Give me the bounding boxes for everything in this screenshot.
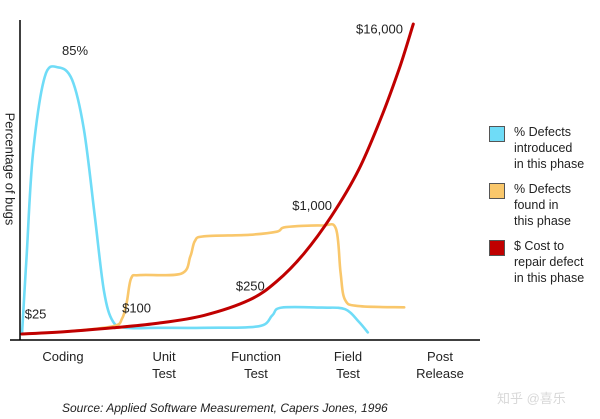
annotation-label: $250	[236, 279, 265, 294]
legend-item-found: % Defects found in this phase	[489, 181, 600, 229]
legend-label-introduced: % Defects introduced in this phase	[514, 125, 585, 171]
annotation-label: $100	[122, 300, 151, 315]
annotation-label: $25	[25, 307, 47, 322]
annotation-label: $16,000	[356, 21, 403, 36]
x-tick-label: Unit Test	[152, 349, 176, 381]
y-axis-label-wrap: Percentage of bugs	[2, 104, 18, 234]
legend-label-cost: $ Cost to repair defect in this phase	[514, 239, 585, 285]
annotations: 85% $25 $100 $250 $1,000 $16,000	[25, 21, 403, 321]
legend-item-introduced: % Defects introduced in this phase	[489, 124, 600, 172]
series-defects-introduced	[20, 65, 370, 336]
x-tick-label: Coding	[42, 349, 83, 364]
legend-swatch-found	[489, 183, 505, 199]
legend-label-found: % Defects found in this phase	[514, 182, 571, 228]
chart-curves	[20, 22, 415, 336]
source-note: Source: Applied Software Measurement, Ca…	[62, 401, 388, 415]
x-tick-label: Function Test	[231, 349, 281, 381]
y-axis-label: Percentage of bugs	[2, 112, 18, 226]
legend-item-cost: $ Cost to repair defect in this phase	[489, 238, 600, 286]
legend-swatch-introduced	[489, 126, 505, 142]
watermark: 知乎 @喜乐	[497, 391, 566, 406]
x-tick-label: Post Release	[416, 349, 464, 381]
series-cost-to-repair	[20, 22, 415, 336]
legend-swatch-cost	[489, 240, 505, 256]
annotation-label: 85%	[62, 43, 88, 58]
x-tick-label: Field Test	[334, 349, 362, 381]
x-ticks: Coding Unit Test Function Test Field Test Post R…	[42, 349, 463, 381]
annotation-label: $1,000	[292, 198, 332, 213]
legend: % Defects introduced in this phase % Def…	[489, 124, 600, 295]
series-defects-found	[20, 222, 406, 336]
